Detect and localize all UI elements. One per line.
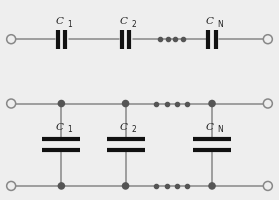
Text: 1: 1 bbox=[67, 125, 72, 134]
Circle shape bbox=[122, 100, 129, 108]
Circle shape bbox=[208, 182, 216, 190]
Text: 2: 2 bbox=[131, 20, 136, 29]
Text: C: C bbox=[55, 123, 63, 132]
Circle shape bbox=[263, 36, 272, 44]
Text: C: C bbox=[119, 17, 128, 26]
Circle shape bbox=[263, 100, 272, 108]
Text: 1: 1 bbox=[67, 20, 72, 29]
Text: N: N bbox=[218, 20, 223, 29]
Circle shape bbox=[122, 182, 129, 190]
Circle shape bbox=[7, 100, 16, 108]
Text: C: C bbox=[206, 17, 214, 26]
Text: C: C bbox=[206, 123, 214, 132]
Text: N: N bbox=[218, 125, 223, 134]
Circle shape bbox=[57, 100, 65, 108]
Circle shape bbox=[7, 36, 16, 44]
Circle shape bbox=[208, 100, 216, 108]
Circle shape bbox=[57, 182, 65, 190]
Text: 2: 2 bbox=[131, 125, 136, 134]
Text: C: C bbox=[55, 17, 63, 26]
Circle shape bbox=[7, 182, 16, 190]
Text: C: C bbox=[119, 123, 128, 132]
Circle shape bbox=[263, 182, 272, 190]
